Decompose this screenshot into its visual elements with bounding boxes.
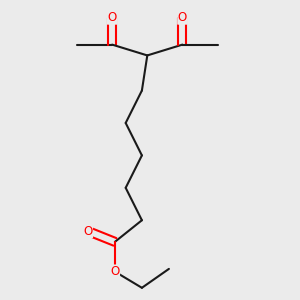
- Text: O: O: [110, 265, 119, 278]
- Text: O: O: [83, 225, 92, 238]
- Text: O: O: [107, 11, 117, 24]
- Text: O: O: [178, 11, 187, 24]
